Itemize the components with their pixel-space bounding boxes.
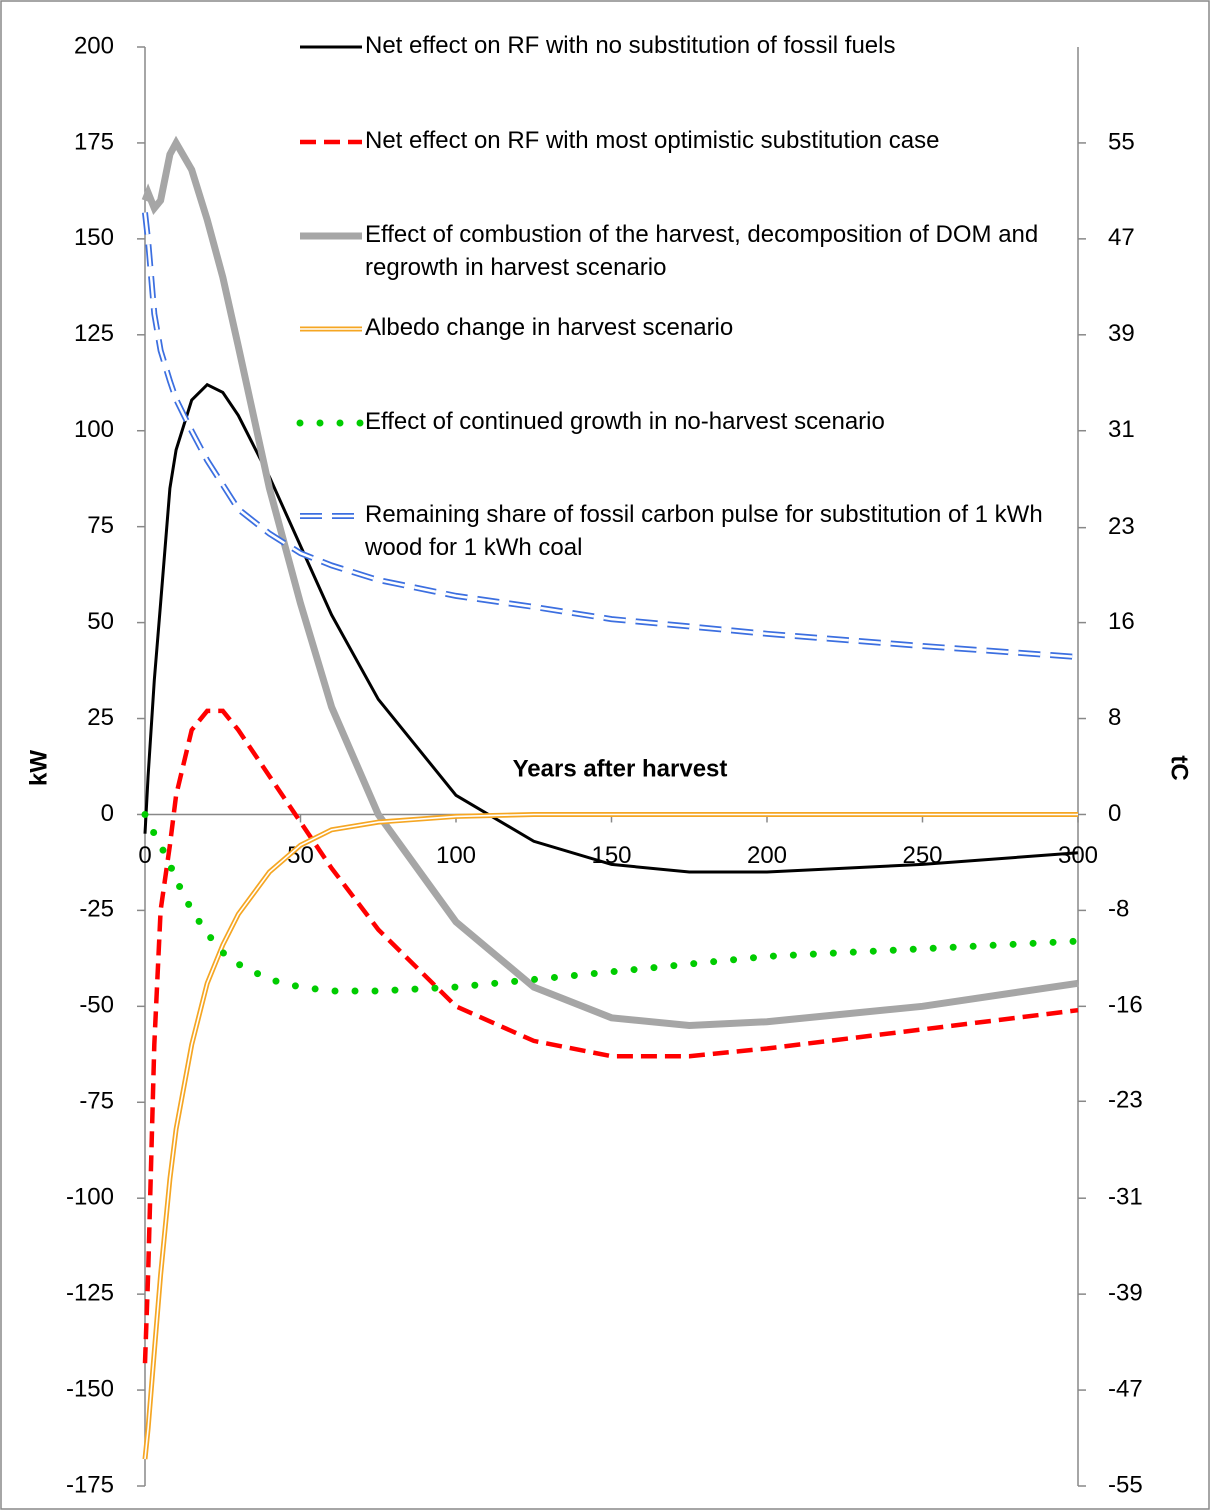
series (142, 708, 1079, 1364)
line (142, 708, 1079, 1364)
legend-line: Albedo change in harvest scenario (365, 314, 733, 341)
y2-tick-label: -8 (1108, 896, 1129, 923)
y-tick-label: 100 (74, 416, 114, 443)
line-inner (144, 813, 1078, 1460)
y-tick-label: 150 (74, 224, 114, 251)
y2-tick-label: 31 (1108, 416, 1135, 443)
y-tick-label: 75 (87, 512, 114, 539)
y2-tick-label: 55 (1108, 128, 1135, 155)
y2-tick-label: -39 (1108, 1279, 1143, 1306)
y2-tick-label: -47 (1108, 1375, 1143, 1402)
legend-line: regrowth in harvest scenario (365, 254, 666, 281)
y2-tick-label: -55 (1108, 1471, 1143, 1498)
y-tick-label: -150 (66, 1375, 114, 1402)
series (142, 812, 1078, 1460)
y-tick-label: -175 (66, 1471, 114, 1498)
legend-line: wood for 1 kWh coal (364, 534, 582, 561)
x-tick-label: 300 (1058, 842, 1098, 869)
legend-line: Effect of continued growth in no-harvest… (365, 408, 885, 435)
y2-tick-label: -16 (1108, 992, 1143, 1019)
y-axis-title: kW (25, 750, 52, 786)
y2-tick-label: -31 (1108, 1184, 1143, 1211)
line (141, 811, 1082, 995)
legend-line: Remaining share of fossil carbon pulse f… (365, 501, 1043, 528)
y-tick-label: 175 (74, 128, 114, 155)
x-tick-label: 0 (138, 842, 151, 869)
series (141, 811, 1082, 995)
legend-label: Net effect on RF with most optimistic su… (365, 127, 939, 154)
legend-label: Effect of combustion of the harvest, dec… (365, 221, 1038, 281)
legend-label: Remaining share of fossil carbon pulse f… (364, 501, 1043, 561)
y-tick-label: -100 (66, 1184, 114, 1211)
y-tick-label: 50 (87, 608, 114, 635)
legend-entry: Net effect on RF with most optimistic su… (300, 127, 939, 154)
legend-entry: Effect of combustion of the harvest, dec… (300, 221, 1038, 281)
x-tick-label: 200 (747, 842, 787, 869)
legend-entry: Albedo change in harvest scenario (300, 314, 733, 341)
y-tick-label: -75 (79, 1088, 114, 1115)
legend-line: Net effect on RF with most optimistic su… (365, 127, 939, 154)
y2-tick-label: 47 (1108, 224, 1135, 251)
legend-entry: Effect of continued growth in no-harvest… (296, 408, 885, 435)
y2-tick-label: -23 (1108, 1087, 1143, 1114)
y2-tick-label: 16 (1108, 608, 1135, 635)
y-tick-label: -25 (79, 896, 114, 923)
y2-tick-label: 39 (1108, 320, 1135, 347)
y2-axis-title: tC (1166, 755, 1193, 780)
legend-entry: Remaining share of fossil carbon pulse f… (300, 501, 1043, 561)
x-tick-label: 100 (436, 842, 476, 869)
x-axis-title: Years after harvest (513, 755, 728, 782)
legend-line: Net effect on RF with no substitution of… (365, 32, 895, 59)
line (141, 135, 1079, 1030)
y2-tick-label: 0 (1108, 800, 1121, 827)
series (142, 212, 1079, 660)
y-tick-label: -50 (79, 992, 114, 1019)
y-tick-label: 125 (74, 320, 114, 347)
line-inner (143, 212, 1079, 659)
series (141, 135, 1079, 1030)
y-tick-label: 200 (74, 32, 114, 59)
y2-tick-label: 8 (1108, 704, 1121, 731)
y-tick-label: -125 (66, 1279, 114, 1306)
legend-label: Albedo change in harvest scenario (365, 314, 733, 341)
legend-label: Net effect on RF with no substitution of… (365, 32, 895, 59)
y-tick-label: 0 (101, 800, 114, 827)
legend-entry: Net effect on RF with no substitution of… (300, 32, 895, 59)
legend-label: Effect of continued growth in no-harvest… (365, 408, 885, 435)
legend-line: Effect of combustion of the harvest, dec… (365, 221, 1038, 248)
y-tick-label: 25 (87, 704, 114, 731)
y2-tick-label: 23 (1108, 513, 1135, 540)
